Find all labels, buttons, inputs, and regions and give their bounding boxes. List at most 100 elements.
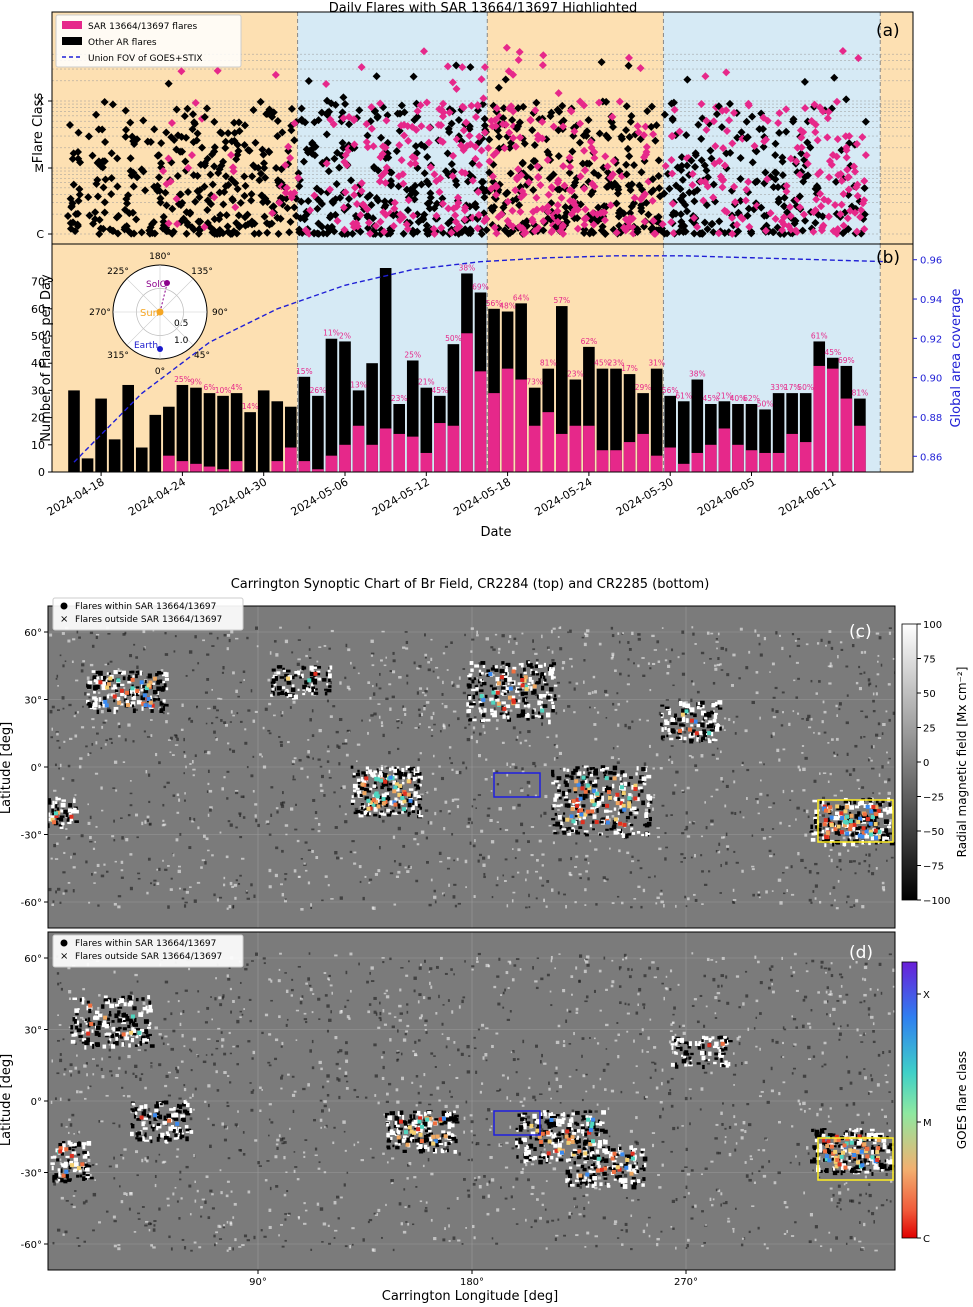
field-speck	[687, 897, 690, 901]
flare-point	[839, 189, 848, 198]
flare-point	[543, 155, 552, 164]
field-speck	[250, 689, 253, 693]
field-speck	[389, 670, 392, 672]
flare-point	[150, 229, 159, 238]
strong-field	[617, 811, 620, 816]
field-speck	[78, 765, 82, 769]
field-speck	[665, 699, 669, 701]
field-speck	[417, 726, 420, 729]
field-speck	[776, 748, 780, 753]
field-speck	[669, 755, 672, 759]
strong-field	[129, 689, 133, 694]
strong-field	[156, 691, 159, 696]
field-speck	[768, 806, 772, 809]
strong-field	[357, 785, 361, 788]
field-speck	[442, 652, 446, 655]
field-speck	[149, 719, 153, 721]
field-speck	[692, 632, 695, 636]
strong-field	[284, 678, 287, 682]
flare-point	[437, 223, 446, 232]
strong-field	[624, 782, 629, 786]
strong-field	[882, 808, 888, 812]
panel-a-yticks: CMX	[35, 95, 52, 241]
field-speck	[854, 872, 857, 875]
flare-point	[473, 224, 482, 233]
bar-other	[366, 363, 378, 472]
flare-point	[392, 147, 401, 156]
flare-point	[497, 210, 506, 219]
strong-field	[608, 810, 613, 813]
strong-field	[875, 800, 879, 804]
flare-point	[91, 208, 100, 217]
field-speck	[297, 639, 301, 641]
bar-sar	[501, 368, 514, 472]
strong-field	[625, 833, 629, 839]
flare-point	[349, 219, 358, 228]
strong-field	[528, 677, 532, 682]
field-speck	[719, 892, 722, 894]
strong-field	[309, 665, 314, 671]
strong-field	[863, 819, 866, 824]
field-speck	[871, 767, 875, 770]
flare-point	[670, 105, 679, 114]
flare-point	[800, 210, 809, 219]
earth-label: Earth	[134, 341, 158, 351]
bar-other	[705, 404, 717, 472]
strong-field	[858, 802, 861, 806]
flare-point	[381, 178, 390, 187]
strong-field	[604, 767, 610, 770]
field-speck	[312, 798, 316, 802]
flare-mark	[861, 826, 866, 831]
flare-point	[641, 122, 650, 131]
flare-mark	[824, 834, 829, 839]
strong-field	[883, 819, 889, 824]
strong-field	[367, 803, 372, 807]
field-speck	[504, 829, 509, 832]
field-speck	[584, 904, 587, 906]
field-speck	[808, 870, 812, 874]
flare-point	[833, 135, 842, 144]
strong-field	[128, 674, 131, 679]
field-speck	[91, 718, 95, 721]
strong-field	[366, 812, 371, 817]
field-speck	[287, 741, 290, 744]
flare-mark	[618, 821, 623, 826]
field-speck	[76, 630, 79, 634]
field-speck	[95, 633, 100, 636]
strong-field	[526, 715, 530, 721]
field-speck	[164, 632, 167, 635]
field-speck	[656, 827, 660, 829]
field-speck	[235, 637, 239, 640]
strong-field	[700, 710, 706, 716]
field-speck	[548, 824, 552, 827]
flare-point	[694, 120, 703, 129]
strong-field	[394, 773, 400, 776]
strong-field	[854, 814, 859, 819]
field-speck	[162, 859, 164, 862]
flare-point	[539, 217, 548, 226]
strong-field	[569, 775, 572, 778]
field-speck	[320, 774, 324, 779]
field-speck	[51, 705, 55, 709]
strong-field	[502, 714, 506, 719]
field-speck	[344, 742, 348, 745]
flare-point	[532, 193, 541, 202]
flare-mark	[146, 697, 151, 702]
field-speck	[556, 831, 560, 835]
strong-field	[410, 806, 415, 812]
field-speck	[725, 861, 728, 865]
bar-sar	[732, 444, 744, 472]
field-speck	[330, 681, 332, 685]
field-speck	[237, 695, 240, 698]
flare-point	[733, 133, 742, 142]
percent-label: 29%	[635, 383, 652, 392]
strong-field	[561, 828, 567, 831]
field-speck	[204, 691, 208, 694]
strong-field	[381, 784, 385, 787]
field-speck	[254, 814, 257, 818]
field-speck	[284, 873, 288, 875]
field-speck	[545, 905, 548, 908]
flare-point	[294, 169, 303, 178]
field-speck	[578, 873, 582, 876]
field-speck	[417, 708, 421, 711]
